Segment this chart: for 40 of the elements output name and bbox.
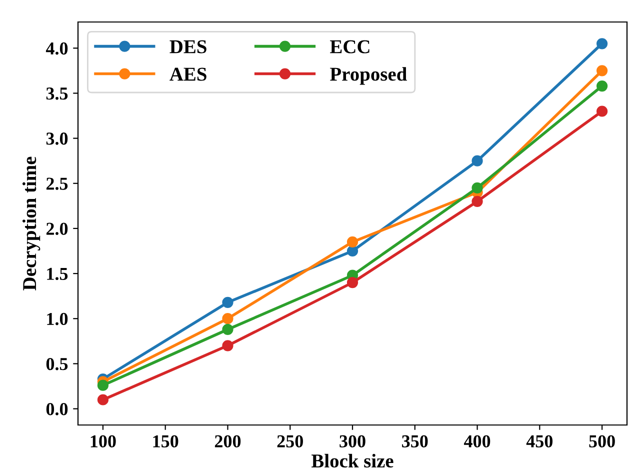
y-tick-label: 3.0 [46,132,68,145]
x-tick-label: 350 [402,435,428,448]
y-tick-label: 2.0 [46,222,68,235]
y-tick-label: 4.0 [46,42,68,55]
point [97,394,109,406]
y-tick-label: 1.5 [47,268,68,280]
point [222,324,234,335]
y-tick-label: 0.0 [46,403,68,416]
legend-label: ECC [330,40,370,54]
point [222,296,234,308]
point [346,276,358,288]
point [346,245,358,257]
point [222,340,234,352]
y-tick-label: 1.0 [47,312,68,326]
x-tick-label: 150 [153,435,178,448]
x-axis-title: Block size [312,454,394,468]
x-tick-label: 400 [464,435,490,448]
point [596,80,608,92]
point [222,313,234,324]
legend-label: Proposed [330,67,407,85]
point [346,236,358,248]
legend-label: DES [170,40,206,54]
x-tick-label: 450 [526,435,553,448]
x-tick-label: 300 [340,435,366,448]
point [596,38,608,50]
point [97,380,109,391]
y-tick-label: 2.5 [46,178,68,190]
x-tick-label: 200 [214,435,241,448]
x-tick-label: 100 [90,435,116,448]
y-tick-label: 3.5 [46,88,68,100]
legend-label: AES [170,68,206,81]
x-tick-label: 500 [589,435,615,448]
point [596,65,608,76]
point [472,182,483,194]
point [472,155,483,166]
x-tick-label: 250 [277,435,303,448]
point [472,196,483,207]
y-tick-label: 0.5 [46,358,68,370]
point [596,106,608,117]
y-axis-title: Decryption time [22,156,40,290]
